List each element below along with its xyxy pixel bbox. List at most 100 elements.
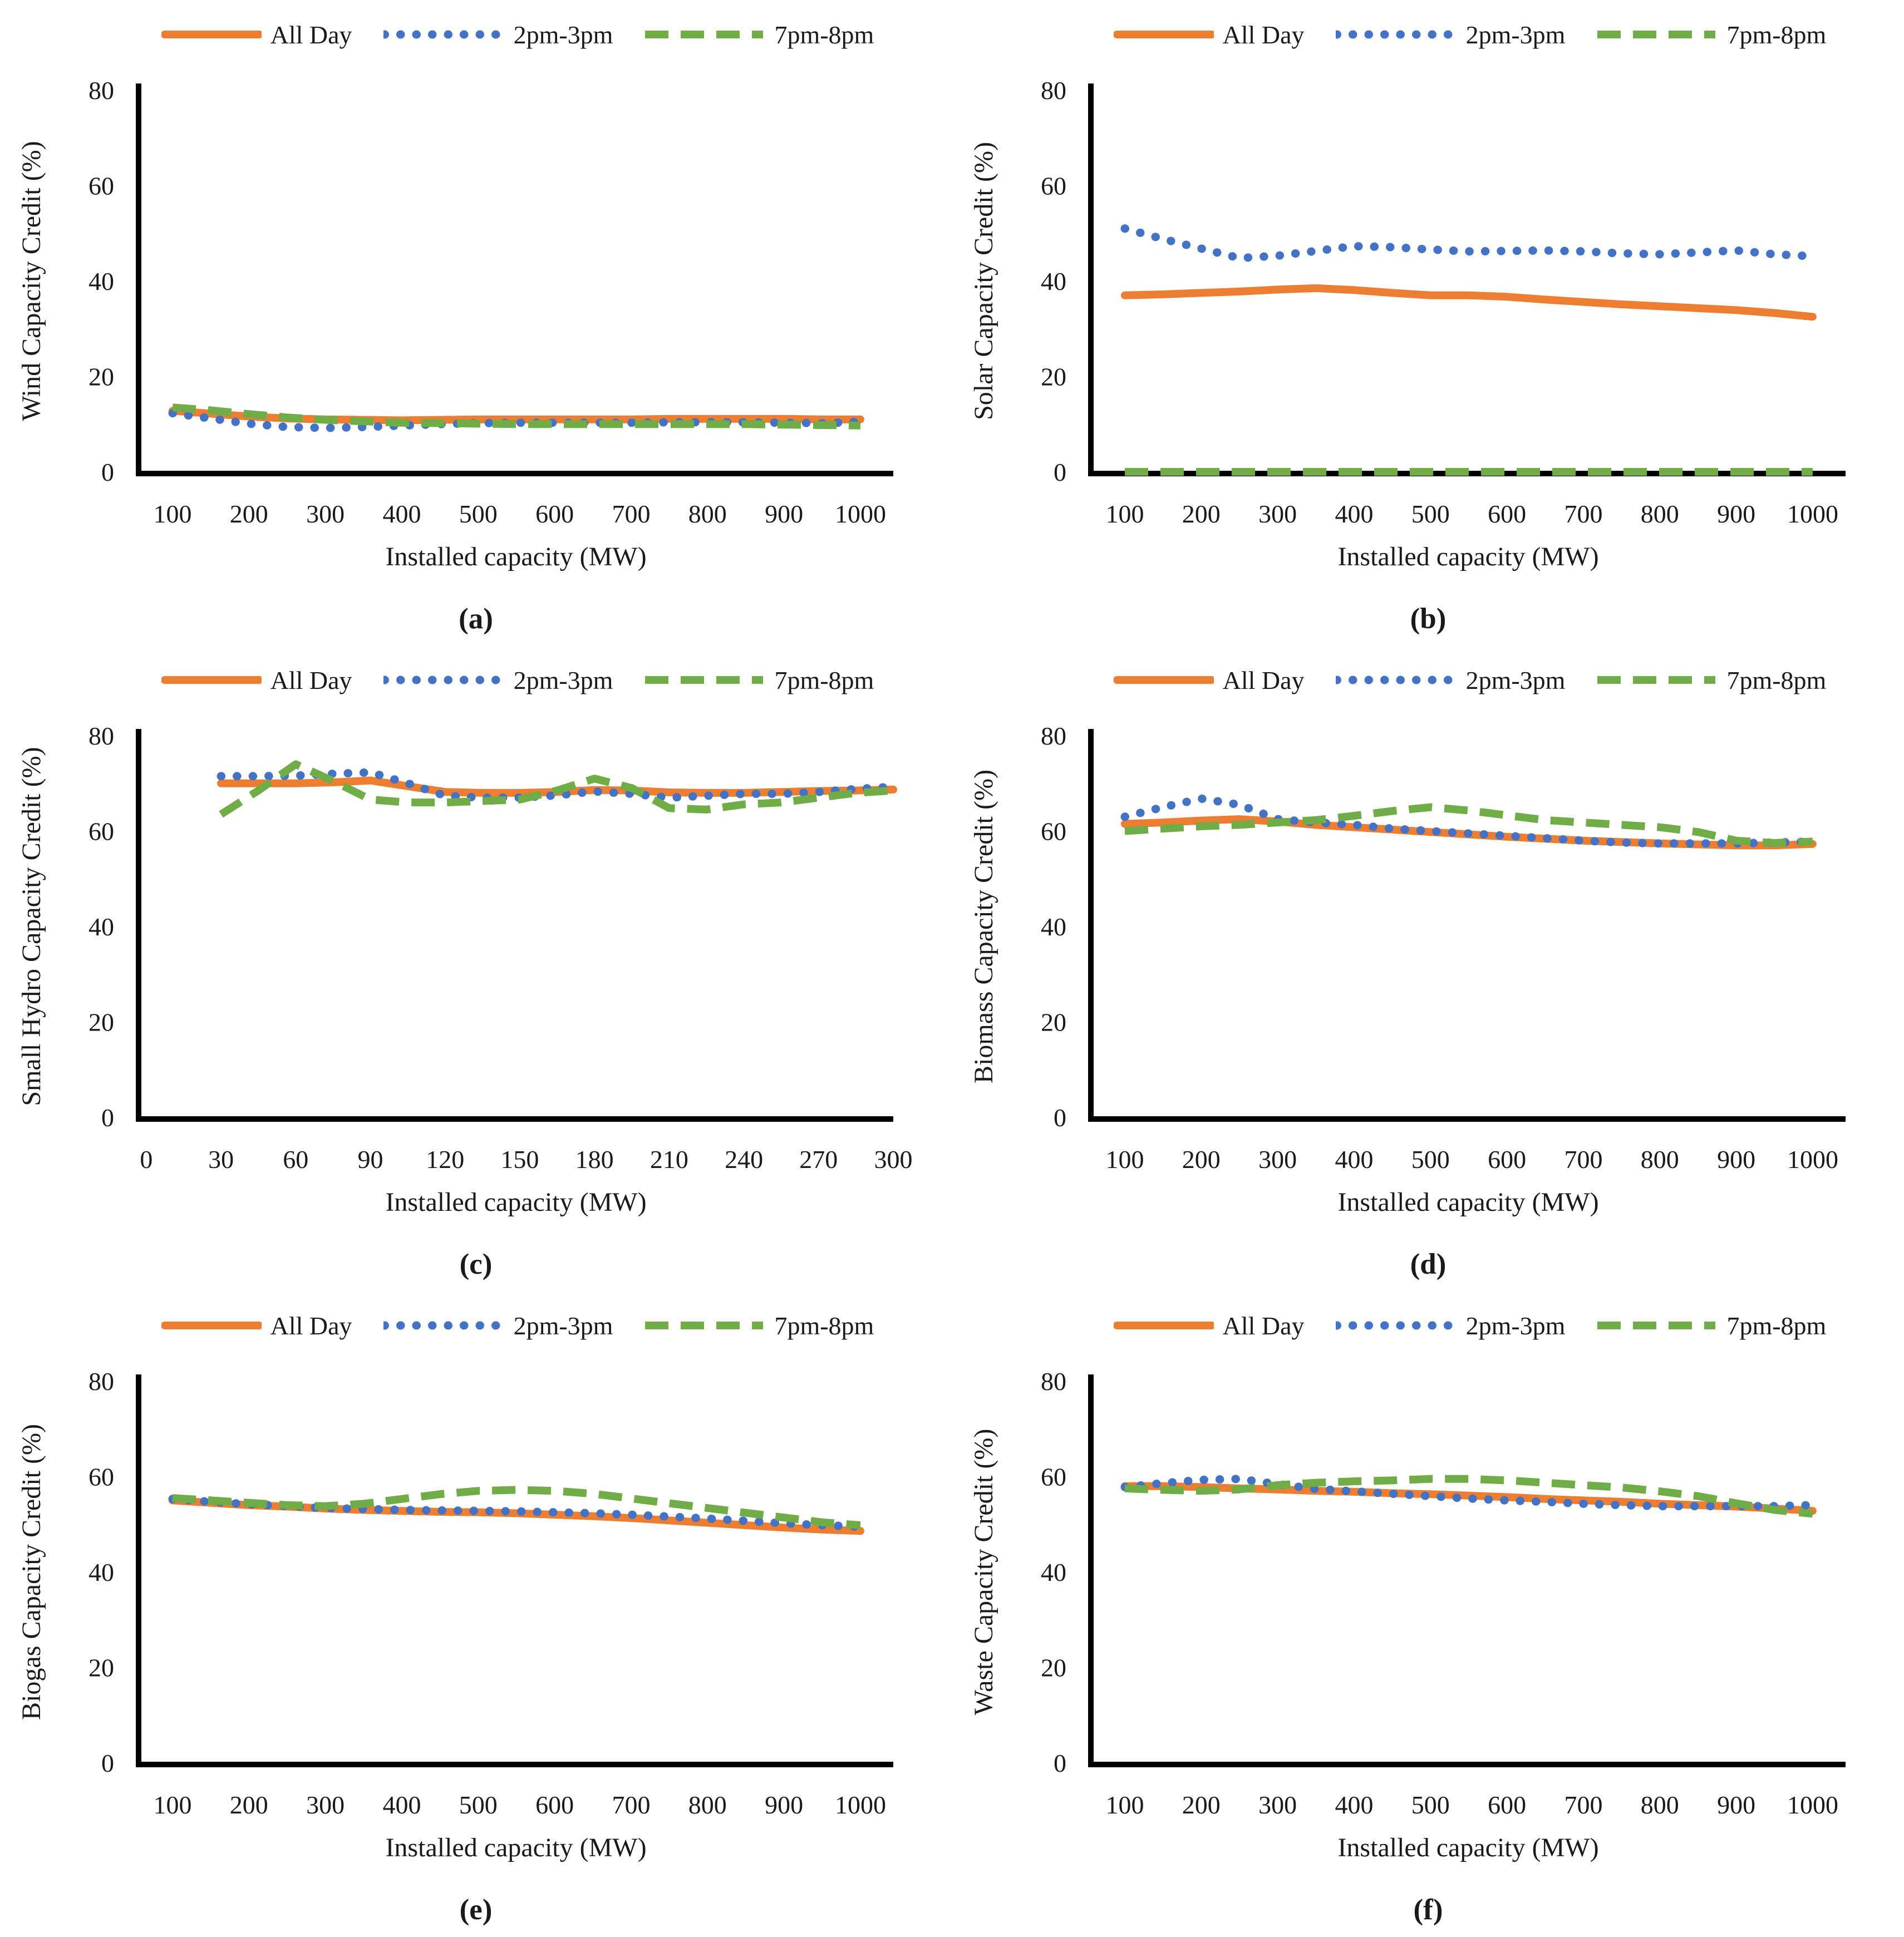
legend-item-all-day: All Day bbox=[1113, 1311, 1305, 1340]
x-tick-label: 1000 bbox=[1787, 500, 1838, 528]
x-tick-label: 200 bbox=[1182, 1791, 1221, 1819]
legend-item-all-day: All Day bbox=[1113, 20, 1305, 50]
panel-caption: (b) bbox=[1410, 603, 1447, 635]
series-line-7pm-8pm bbox=[172, 1486, 861, 1529]
legend-item-all-day: All Day bbox=[161, 666, 352, 695]
x-tick-label: 700 bbox=[1564, 1791, 1602, 1819]
x-tick-label: 300 bbox=[1258, 1145, 1297, 1174]
legend-swatch-none-line-icon bbox=[1113, 676, 1214, 684]
series-line-2pm-3pm bbox=[1120, 1475, 1817, 1511]
panel-waste: All Day 2pm-3pm 7pm-8pm 0 20 40 60 80 100 200 300 4… bbox=[952, 1291, 1904, 1936]
y-tick-label: 60 bbox=[1041, 172, 1066, 200]
legend-item-7pm-8pm: 7pm-8pm bbox=[1596, 666, 1826, 695]
legend-swatch-42 22-line-icon bbox=[645, 1322, 764, 1329]
y-tick-label: 0 bbox=[101, 458, 114, 486]
x-tick-label: 1000 bbox=[1787, 1145, 1838, 1174]
x-axis-title: Installed capacity (MW) bbox=[1337, 1187, 1598, 1217]
y-axis-title: Biomass Capacity Credit (%) bbox=[969, 770, 998, 1083]
x-tick-label: 900 bbox=[1717, 1791, 1755, 1819]
x-tick-label: 100 bbox=[1105, 1145, 1144, 1174]
chart-c: 0 20 40 60 80 0 30 60 90 120 150 180 210 240 270 300 Sma… bbox=[17, 722, 913, 1280]
y-axis-title: Small Hydro Capacity Credit (%) bbox=[17, 747, 46, 1106]
series-line-7pm-8pm bbox=[172, 403, 860, 430]
legend-swatch-42 22-line-icon bbox=[645, 676, 764, 684]
x-tick-label: 600 bbox=[1488, 1145, 1526, 1174]
chart-f: 0 20 40 60 80 100 200 300 400 500 600 700 800 900 1000… bbox=[969, 1367, 1846, 1926]
x-tick-label: 300 bbox=[306, 500, 345, 528]
legend-swatch-0.5 28-line-icon bbox=[1335, 1321, 1457, 1330]
legend-swatch-none-line-icon bbox=[1113, 31, 1214, 38]
legend-label: 2pm-3pm bbox=[1465, 20, 1566, 49]
y-tick-label: 80 bbox=[88, 1367, 114, 1396]
y-tick-label: 40 bbox=[1041, 1558, 1066, 1586]
legend-swatch-42 22-line-icon bbox=[1597, 676, 1716, 684]
x-tick-label: 300 bbox=[874, 1145, 913, 1174]
y-tick-label: 40 bbox=[1041, 913, 1066, 941]
y-axis-title: Waste Capacity Credit (%) bbox=[969, 1429, 998, 1716]
x-tick-label: 200 bbox=[1182, 500, 1221, 528]
legend-swatch-42 22-line-icon bbox=[645, 31, 764, 38]
x-axis-title: Installed capacity (MW) bbox=[1337, 542, 1598, 571]
y-tick-label: 80 bbox=[1041, 76, 1066, 105]
legend: All Day 2pm-3pm 7pm-8pm bbox=[1091, 653, 1848, 707]
y-tick-label: 20 bbox=[1041, 363, 1066, 391]
x-tick-label: 100 bbox=[153, 500, 191, 528]
x-tick-label: 200 bbox=[230, 1791, 268, 1819]
y-tick-label: 60 bbox=[88, 1463, 114, 1491]
legend-item-all-day: All Day bbox=[1113, 666, 1305, 695]
x-axis-title: Installed capacity (MW) bbox=[385, 1833, 646, 1862]
x-tick-label: 700 bbox=[612, 500, 650, 528]
x-tick-label: 800 bbox=[1641, 1791, 1679, 1819]
legend: All Day 2pm-3pm 7pm-8pm bbox=[1091, 1299, 1848, 1352]
x-axis-title: Installed capacity (MW) bbox=[385, 542, 646, 571]
x-axis-title: Installed capacity (MW) bbox=[385, 1187, 646, 1217]
legend-item-2pm-3pm: 2pm-3pm bbox=[1335, 20, 1566, 50]
x-tick-label: 300 bbox=[1258, 1791, 1297, 1819]
x-tick-label: 300 bbox=[306, 1791, 345, 1819]
legend-swatch-none-line-icon bbox=[1113, 1322, 1214, 1329]
legend-label: All Day bbox=[1222, 666, 1305, 694]
series-line-2pm-3pm bbox=[1120, 224, 1817, 263]
x-tick-label: 800 bbox=[688, 500, 727, 528]
y-tick-label: 60 bbox=[1041, 817, 1066, 846]
x-tick-label: 500 bbox=[1411, 1791, 1450, 1819]
x-tick-label: 600 bbox=[1488, 1791, 1526, 1819]
legend-swatch-42 22-line-icon bbox=[1597, 31, 1716, 38]
legend-swatch-0.5 28-line-icon bbox=[1335, 30, 1457, 39]
x-tick-label: 600 bbox=[535, 500, 574, 528]
y-tick-label: 20 bbox=[88, 1654, 114, 1682]
y-tick-label: 60 bbox=[88, 172, 114, 200]
series-line-2pm-3pm bbox=[217, 768, 898, 802]
legend-item-all-day: All Day bbox=[161, 1311, 352, 1340]
legend: All Day 2pm-3pm 7pm-8pm bbox=[139, 1299, 896, 1352]
legend-label: All Day bbox=[1222, 20, 1305, 49]
legend: All Day 2pm-3pm 7pm-8pm bbox=[1091, 8, 1848, 61]
y-tick-label: 0 bbox=[101, 1103, 114, 1132]
legend-item-7pm-8pm: 7pm-8pm bbox=[644, 20, 874, 50]
legend: All Day 2pm-3pm 7pm-8pm bbox=[139, 8, 896, 61]
legend-label: 2pm-3pm bbox=[513, 20, 613, 49]
series-line-7pm-8pm bbox=[1124, 803, 1813, 847]
y-tick-label: 20 bbox=[88, 1008, 114, 1037]
legend-label: 7pm-8pm bbox=[774, 1311, 874, 1340]
legend-label: 7pm-8pm bbox=[1726, 666, 1827, 694]
x-tick-label: 700 bbox=[1564, 500, 1602, 528]
legend: All Day 2pm-3pm 7pm-8pm bbox=[139, 653, 896, 707]
panel-caption: (e) bbox=[460, 1894, 493, 1926]
y-axis-title: Biogas Capacity Credit (%) bbox=[17, 1424, 46, 1720]
legend-swatch-none-line-icon bbox=[161, 676, 262, 684]
x-tick-label: 900 bbox=[1717, 1145, 1755, 1174]
legend-swatch-0.5 28-line-icon bbox=[383, 676, 505, 684]
x-tick-label: 400 bbox=[1335, 500, 1373, 528]
x-tick-label: 120 bbox=[426, 1145, 464, 1174]
legend-item-2pm-3pm: 2pm-3pm bbox=[383, 666, 613, 695]
y-tick-label: 80 bbox=[88, 722, 114, 750]
x-axis-title: Installed capacity (MW) bbox=[1337, 1833, 1598, 1862]
x-tick-label: 700 bbox=[1564, 1145, 1602, 1174]
legend-item-2pm-3pm: 2pm-3pm bbox=[1335, 1311, 1566, 1340]
panel-small-hydro: All Day 2pm-3pm 7pm-8pm 0 20 40 60 80 0 30 60 90 120… bbox=[0, 645, 952, 1291]
chart-d: 0 20 40 60 80 100 200 300 400 500 600 700 800 900 1000… bbox=[969, 722, 1846, 1280]
legend-label: 2pm-3pm bbox=[1465, 1311, 1566, 1340]
x-tick-label: 100 bbox=[1105, 500, 1144, 528]
legend-item-7pm-8pm: 7pm-8pm bbox=[1596, 1311, 1826, 1340]
